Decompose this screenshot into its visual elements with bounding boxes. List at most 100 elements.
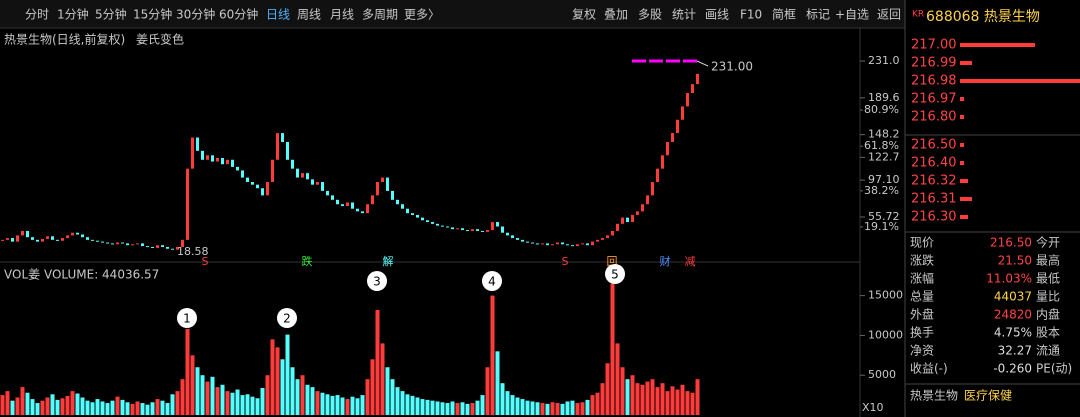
volume-bar [690, 392, 695, 415]
candle [296, 168, 299, 178]
toolbar-item[interactable]: 统计 [672, 8, 696, 22]
candle [461, 228, 464, 231]
candle [181, 239, 184, 247]
volume-bar [95, 399, 100, 415]
book-price: 217.00 [911, 38, 957, 53]
volume-bar [565, 401, 570, 415]
volume-bar [210, 376, 215, 415]
candle [106, 242, 109, 244]
toolbar-item[interactable]: 分时 [25, 8, 49, 22]
signal: 回 [607, 255, 618, 268]
candle [21, 230, 24, 236]
toolbar-item[interactable]: 简框 [772, 8, 796, 22]
volume-bar [595, 392, 600, 415]
toolbar-item[interactable]: 周线 [297, 8, 321, 22]
volume-bar [530, 401, 535, 415]
y-tick-label: 5000 [868, 368, 896, 381]
marker-circle [367, 271, 387, 291]
candle [611, 230, 614, 236]
toolbar-item[interactable]: 月线 [330, 8, 354, 22]
candle [41, 238, 44, 242]
volume-bar [90, 402, 95, 415]
candle [641, 204, 644, 212]
candle [191, 137, 194, 169]
volume-bar [270, 339, 275, 415]
candle [131, 244, 134, 246]
candle [51, 236, 54, 240]
candle [426, 220, 429, 223]
volume-bar [375, 309, 380, 415]
toolbar-item[interactable]: 画线 [705, 8, 729, 22]
volume-bar [60, 398, 65, 415]
volume-bar [525, 400, 530, 415]
volume-bar [425, 399, 430, 415]
book-price: 216.40 [911, 156, 957, 171]
candle [656, 168, 659, 183]
toolbar-item[interactable]: 多周期 [362, 8, 398, 22]
volume-bar [665, 391, 670, 415]
toolbar-item[interactable]: +自选 [835, 8, 869, 22]
toolbar-item[interactable]: 1分钟 [57, 7, 89, 22]
volume-bar [585, 399, 590, 415]
stat-label: 涨幅 [910, 271, 934, 286]
marker-label: 4 [488, 275, 496, 289]
volume-bar [640, 384, 645, 415]
book-size [960, 143, 964, 147]
toolbar-item[interactable]: 5分钟 [95, 7, 127, 22]
volume-bar [600, 383, 605, 415]
volume-bar [680, 384, 685, 415]
indicator: 姜氏变色 [136, 32, 184, 47]
stat-value: 11.03% [986, 272, 1032, 286]
candle [166, 246, 169, 249]
candle [371, 195, 374, 205]
toolbar-item[interactable]: 60分钟 [219, 7, 258, 22]
stat-value: 216.50 [990, 236, 1032, 250]
candle [331, 195, 334, 200]
toolbar-item[interactable]: F10 [740, 8, 762, 22]
volume-bar [635, 383, 640, 415]
candle [31, 237, 34, 240]
candle [361, 211, 364, 214]
volume-bar [0, 395, 5, 415]
book-price: 216.99 [911, 56, 957, 71]
volume-bar [350, 396, 355, 415]
candle [606, 235, 609, 239]
book-price: 216.50 [911, 138, 957, 153]
volume-bar [505, 391, 510, 415]
candle [386, 177, 389, 191]
candle [511, 235, 514, 239]
volume-bar [235, 389, 240, 415]
volume-bar [150, 402, 155, 415]
candle [571, 245, 574, 247]
volume-bar [610, 283, 615, 415]
volume-bar [615, 343, 620, 415]
volume-bar [360, 395, 365, 415]
toolbar-item[interactable]: 叠加 [604, 8, 628, 22]
volume-bar [285, 334, 290, 415]
volume-bar [65, 395, 70, 415]
candle [156, 245, 159, 248]
y-tick-label: 55.72 [868, 210, 900, 223]
candle [666, 141, 669, 156]
volume-bar [655, 387, 660, 415]
toolbar-item[interactable]: 标记 [806, 8, 830, 22]
toolbar-item[interactable]: 多股 [638, 8, 662, 22]
volume-bar [460, 402, 465, 415]
toolbar-item[interactable]: 日线 [266, 8, 290, 22]
candle [121, 242, 124, 244]
volume-bar [20, 387, 25, 415]
toolbar-item[interactable]: 返回 [877, 8, 901, 22]
volume-bar [55, 399, 60, 415]
toolbar-item[interactable]: 15分钟 [133, 7, 172, 22]
candle [216, 157, 219, 162]
volume-bar [300, 375, 305, 415]
candle [101, 241, 104, 243]
toolbar-item[interactable]: 30分钟 [176, 7, 215, 22]
toolbar-item[interactable]: 更多〉 [404, 8, 440, 22]
candle [366, 204, 369, 214]
marker-circle [277, 308, 297, 328]
volume-bar [25, 392, 30, 415]
volume-bar [80, 397, 85, 415]
toolbar-item[interactable]: 复权 [572, 8, 596, 22]
candle [436, 223, 439, 226]
